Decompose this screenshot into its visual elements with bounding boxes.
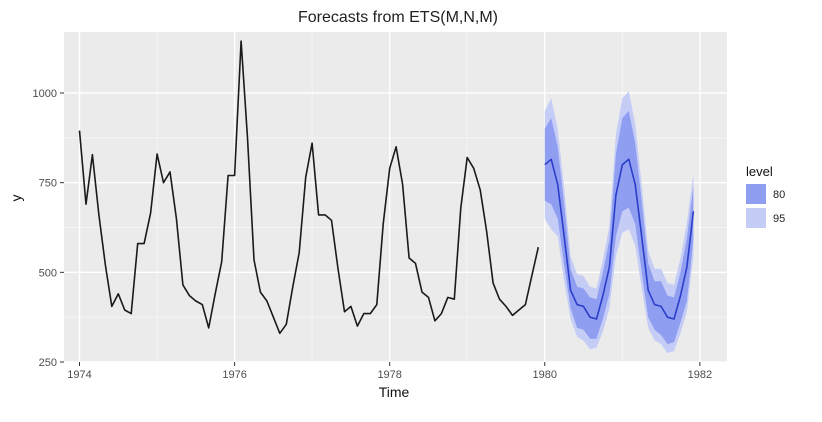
legend-title: level <box>746 164 773 179</box>
legend: level 80 95 <box>746 164 785 228</box>
y-tick-label: 750 <box>39 178 57 190</box>
y-axis: 250 500 750 1000 <box>33 88 64 369</box>
forecast-mean-line <box>544 158 695 320</box>
x-tick-label: 1978 <box>377 369 401 381</box>
legend-label-80: 80 <box>773 189 785 201</box>
legend-key-80 <box>746 184 766 204</box>
y-axis-title: y <box>8 195 24 202</box>
legend-key-95 <box>746 208 766 228</box>
chart-title: Forecasts from ETS(M,N,M) <box>298 9 498 26</box>
band-80 <box>544 110 694 345</box>
y-tick-label: 500 <box>39 267 57 279</box>
x-tick-label: 1980 <box>533 369 557 381</box>
x-tick-label: 1982 <box>688 369 712 381</box>
observed-series-line <box>78 40 540 335</box>
major-grid <box>64 32 727 363</box>
prediction-intervals <box>544 91 694 353</box>
legend-label-95: 95 <box>773 213 785 225</box>
x-tick-label: 1974 <box>67 369 91 381</box>
x-tick-label: 1976 <box>222 369 246 381</box>
x-axis-title: Time <box>379 384 410 400</box>
y-tick-label: 1000 <box>33 88 57 100</box>
series-lines <box>78 40 695 335</box>
y-tick-label: 250 <box>39 357 57 369</box>
x-axis: 1974 1976 1978 1980 1982 <box>67 362 712 381</box>
